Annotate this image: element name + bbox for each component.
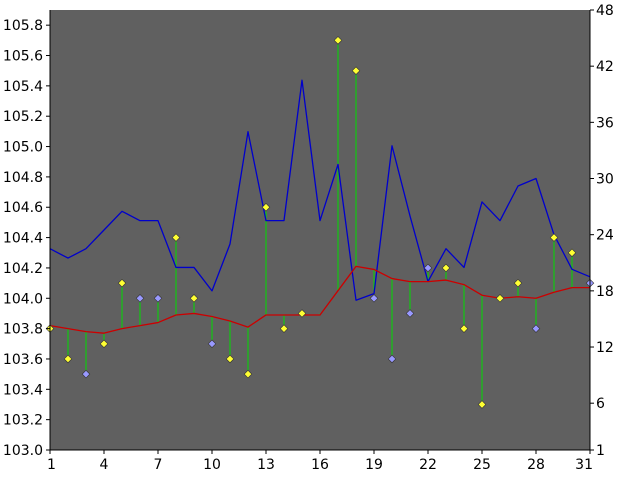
y-left-tick-label-11: 105.2 — [3, 109, 43, 125]
y-right-tick-label-2: 12 — [596, 340, 614, 356]
point-9 — [189, 294, 199, 303]
right-axis-line — [49, 79, 591, 301]
y-left-tick-label-5: 104.0 — [3, 291, 43, 307]
point-26 — [495, 294, 505, 303]
y-left-tick-label-4: 103.8 — [3, 322, 43, 338]
y-left-tick-label-1: 103.2 — [3, 413, 43, 429]
x-tick-label-10: 31 — [575, 457, 593, 473]
point-24 — [459, 324, 469, 333]
x-tick-label-7: 22 — [419, 457, 437, 473]
y-left-tick-label-6: 104.2 — [3, 261, 43, 277]
x-tick-label-0: 1 — [47, 457, 56, 473]
y-left-tick-label-8: 104.6 — [3, 200, 43, 216]
y-left-tick-label-0: 103.0 — [3, 443, 43, 459]
y-left-tick-label-2: 103.4 — [3, 382, 43, 398]
y-right-tick-label-1: 6 — [596, 396, 605, 412]
y-right-tick-label-6: 36 — [596, 115, 614, 131]
plot-background — [50, 10, 590, 450]
x-tick-label-9: 28 — [527, 457, 545, 473]
point-30 — [567, 248, 577, 257]
y-right-tick-label-0: 1 — [596, 443, 605, 459]
y-left-tick-label-3: 103.6 — [3, 352, 43, 368]
ticks-layer: 103.0 103.2 103.4 103.6 103.8 104.0 104.2 104.4… — [3, 3, 614, 473]
y-left-tick-label-13: 105.6 — [3, 49, 43, 65]
y-right-tick-label-3: 18 — [596, 284, 614, 300]
y-right-tick-label-4: 24 — [596, 228, 614, 244]
markers-layer — [45, 36, 595, 409]
point-5 — [117, 278, 127, 288]
point-8 — [171, 233, 181, 242]
point-3 — [81, 369, 91, 379]
y-left-tick-label-14: 105.8 — [3, 18, 43, 34]
x-tick-label-3: 10 — [203, 457, 221, 473]
point-25 — [477, 400, 487, 409]
y-left-tick-label-7: 104.4 — [3, 231, 43, 247]
point-6 — [135, 294, 145, 303]
point-23 — [441, 263, 451, 273]
point-28 — [531, 324, 541, 333]
point-13 — [261, 203, 271, 212]
x-tick-label-6: 19 — [365, 457, 383, 473]
point-18 — [351, 66, 361, 75]
x-tick-label-1: 4 — [100, 457, 109, 473]
point-4 — [99, 339, 109, 349]
point-27 — [513, 278, 523, 288]
x-tick-label-8: 25 — [473, 457, 491, 473]
y-right-tick-label-5: 30 — [596, 172, 614, 188]
point-7 — [153, 294, 163, 303]
y-left-tick-label-9: 104.8 — [3, 170, 43, 186]
y-left-tick-label-10: 105.0 — [3, 140, 43, 156]
point-15 — [297, 309, 307, 318]
point-19 — [369, 294, 379, 303]
y-right-tick-label-8: 48 — [596, 3, 614, 19]
point-11 — [225, 354, 235, 364]
point-21 — [405, 309, 415, 318]
y-left-tick-label-12: 105.4 — [3, 79, 43, 95]
point-2 — [63, 354, 73, 364]
x-tick-label-5: 16 — [311, 457, 329, 473]
point-12 — [243, 369, 253, 379]
point-17 — [333, 36, 343, 45]
point-22 — [423, 263, 433, 273]
y-right-tick-label-7: 42 — [596, 59, 614, 75]
point-29 — [549, 233, 559, 242]
point-10 — [207, 339, 217, 349]
x-tick-label-2: 7 — [154, 457, 163, 473]
x-tick-label-4: 13 — [257, 457, 275, 473]
point-14 — [279, 324, 289, 333]
point-20 — [387, 354, 397, 364]
